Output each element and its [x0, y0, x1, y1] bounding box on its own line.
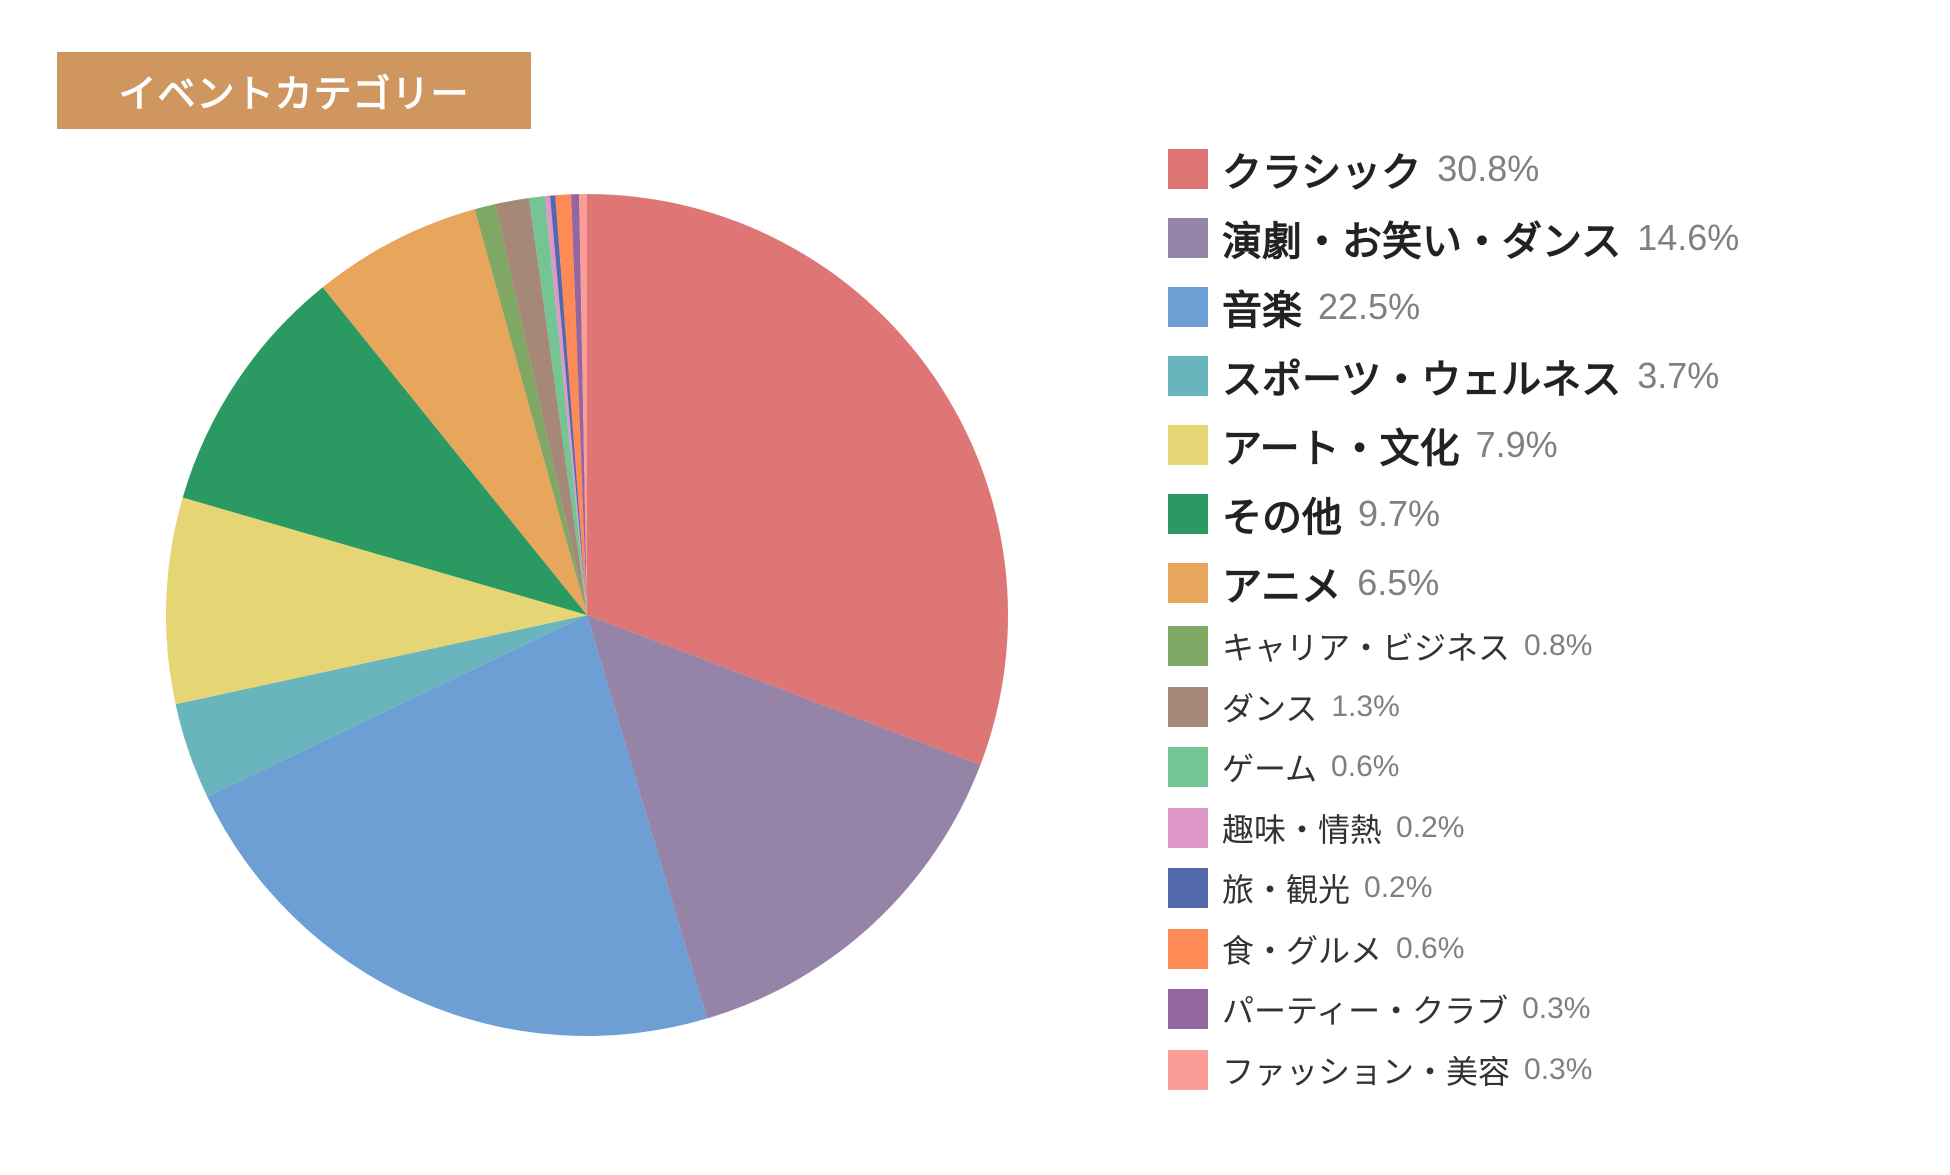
legend-swatch [1168, 563, 1208, 603]
legend-label: 旅・観光 [1222, 871, 1351, 909]
pie-slice-6 [322, 209, 587, 615]
legend-value: 0.8% [1524, 629, 1593, 662]
pie-slice-14 [579, 194, 587, 615]
legend-item: ゲーム 0.6% [1168, 744, 1399, 790]
legend-label: 食・グルメ [1222, 931, 1383, 970]
pie-slice-9 [528, 196, 587, 616]
legend-swatch [1168, 149, 1208, 189]
pie-slice-1 [587, 615, 981, 1019]
legend-item: その他 9.7% [1168, 485, 1440, 543]
legend-label: ダンス [1222, 689, 1318, 728]
legend-label: ゲーム [1222, 750, 1318, 788]
legend-label: ファッション・美容 [1222, 1052, 1511, 1091]
pie-slice-10 [544, 195, 587, 615]
legend-swatch [1168, 287, 1208, 327]
chart-title-badge: イベントカテゴリー [57, 52, 531, 129]
legend-value: 6.5% [1357, 562, 1440, 603]
legend-value: 3.7% [1637, 355, 1720, 396]
pie-slice-3 [175, 615, 587, 797]
legend-label: 演劇・お笑い・ダンス [1222, 219, 1622, 265]
legend-value: 0.2% [1364, 871, 1433, 904]
legend-item: 演劇・お笑い・ダンス 14.6% [1168, 209, 1739, 267]
legend-swatch [1168, 747, 1208, 787]
legend-value: 7.9% [1475, 424, 1558, 465]
legend-label: スポーツ・ウェルネス [1222, 357, 1622, 403]
legend-item: 食・グルメ 0.6% [1168, 926, 1464, 972]
pie-slice-12 [555, 194, 587, 615]
legend-swatch [1168, 356, 1208, 396]
legend-item: パーティー・クラブ 0.3% [1168, 986, 1590, 1032]
legend-label: キャリア・ビジネス [1222, 629, 1511, 667]
legend-value: 1.3% [1331, 689, 1400, 723]
legend-label: アニメ [1222, 564, 1342, 610]
legend-swatch [1168, 425, 1208, 465]
legend-value: 0.6% [1396, 931, 1465, 965]
legend-label: 音楽 [1222, 288, 1302, 334]
pie-slice-0 [587, 194, 1009, 766]
legend-swatch [1168, 928, 1208, 969]
legend-swatch [1168, 989, 1208, 1029]
legend-value: 0.2% [1396, 810, 1465, 844]
pie-slice-4 [165, 497, 587, 705]
pie-slice-8 [495, 198, 587, 615]
legend-item: アニメ 6.5% [1168, 554, 1439, 612]
chart-legend: クラシック 30.8% 演劇・お笑い・ダンス 14.6% 音楽 22.5% スポーツ・ウェル… [1168, 0, 1928, 1175]
legend-value: 14.6% [1637, 217, 1740, 258]
legend-value: 0.3% [1522, 992, 1591, 1025]
legend-swatch [1168, 626, 1208, 666]
legend-value: 0.3% [1524, 1052, 1593, 1086]
pie-slice-7 [474, 204, 587, 615]
legend-item: 音楽 22.5% [1168, 278, 1420, 336]
legend-item: 旅・観光 0.2% [1168, 865, 1432, 911]
pie-slice-2 [207, 615, 707, 1036]
legend-swatch [1168, 807, 1208, 848]
legend-label: アート・文化 [1222, 426, 1460, 472]
legend-swatch [1168, 218, 1208, 258]
chart-title: イベントカテゴリー [118, 72, 470, 116]
legend-item: 趣味・情熱 0.2% [1168, 805, 1464, 851]
legend-swatch [1168, 868, 1208, 908]
legend-item: キャリア・ビジネス 0.8% [1168, 623, 1592, 669]
legend-label: クラシック [1222, 150, 1422, 196]
legend-swatch [1168, 1049, 1208, 1090]
legend-item: アート・文化 7.9% [1168, 416, 1558, 474]
legend-label: その他 [1222, 495, 1342, 541]
legend-value: 9.7% [1358, 493, 1441, 534]
legend-label: パーティー・クラブ [1222, 992, 1509, 1030]
legend-value: 22.5% [1318, 286, 1421, 327]
pie-slice-13 [571, 194, 587, 616]
legend-item: ファッション・美容 0.3% [1168, 1047, 1592, 1093]
legend-swatch [1168, 686, 1208, 727]
legend-label: 趣味・情熱 [1222, 810, 1383, 849]
legend-value: 30.8% [1437, 148, 1540, 189]
pie-slice-11 [550, 195, 587, 615]
legend-item: ダンス 1.3% [1168, 684, 1400, 730]
pie-slice-5 [182, 287, 587, 615]
legend-value: 0.6% [1331, 750, 1400, 783]
legend-item: クラシック 30.8% [1168, 140, 1539, 198]
legend-item: スポーツ・ウェルネス 3.7% [1168, 347, 1719, 405]
legend-swatch [1168, 494, 1208, 534]
